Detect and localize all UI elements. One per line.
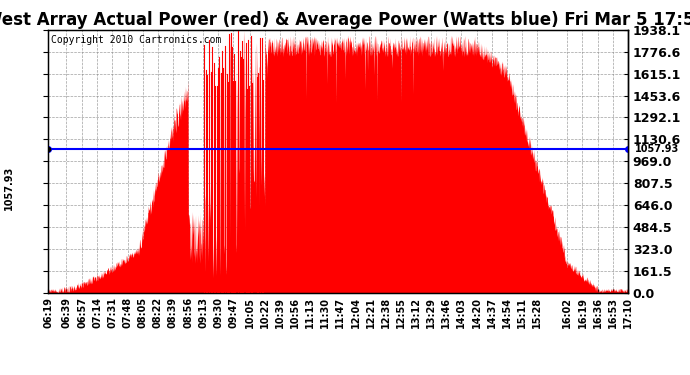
Text: 1057.93: 1057.93: [635, 144, 679, 154]
Text: 1057.93: 1057.93: [3, 165, 13, 210]
Text: Copyright 2010 Cartronics.com: Copyright 2010 Cartronics.com: [51, 35, 221, 45]
Text: West Array Actual Power (red) & Average Power (Watts blue) Fri Mar 5 17:50: West Array Actual Power (red) & Average …: [0, 11, 690, 29]
